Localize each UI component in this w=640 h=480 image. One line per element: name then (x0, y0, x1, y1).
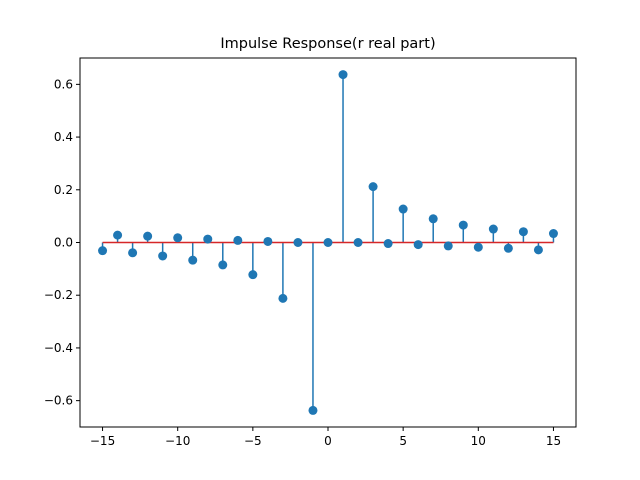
x-tick-label: −15 (90, 434, 115, 448)
stem-marker (533, 245, 543, 255)
x-tick-label: −5 (244, 434, 262, 448)
stem-marker (188, 255, 198, 265)
x-tick-label: 15 (546, 434, 561, 448)
stem-marker (503, 243, 513, 253)
stem-marker (473, 242, 483, 252)
stem-marker (458, 220, 468, 230)
stem-marker (428, 214, 438, 224)
x-axis: −15 −10 −5 0 5 10 15 (90, 427, 561, 448)
stem-marker (263, 236, 273, 246)
y-tick-label: −0.6 (44, 394, 73, 408)
stem-marker (278, 293, 288, 303)
stem-marker (308, 405, 318, 415)
stem-marker (233, 235, 243, 245)
stem-marker (443, 241, 453, 251)
stem-marker (113, 230, 123, 240)
stem-marker (338, 70, 348, 80)
x-tick-label: 5 (399, 434, 407, 448)
y-tick-label: 0.4 (54, 130, 73, 144)
stem-marker (173, 233, 183, 243)
y-tick-label: 0.6 (54, 77, 73, 91)
chart-title: Impulse Response(r real part) (220, 36, 435, 52)
y-tick-label: 0.2 (54, 183, 73, 197)
x-tick-label: 10 (471, 434, 486, 448)
stem-marker (128, 248, 138, 258)
y-axis: −0.6 −0.4 −0.2 0.0 0.2 0.4 0.6 (44, 77, 80, 408)
stem-marker (488, 224, 498, 234)
stem-marker (353, 238, 363, 247)
stem-marker (413, 240, 423, 250)
stem-marker (293, 238, 303, 247)
x-tick-label: 0 (324, 434, 332, 448)
stem-marker (203, 234, 213, 244)
y-tick-label: −0.2 (44, 288, 73, 302)
stem-marker (383, 239, 393, 249)
y-tick-label: 0.0 (54, 236, 73, 250)
stem-marker (143, 231, 153, 241)
stem-marker (368, 182, 378, 192)
stem-marker (518, 227, 528, 237)
stem-marker (398, 204, 408, 214)
stem-markers (98, 70, 558, 415)
y-tick-label: −0.4 (44, 341, 73, 355)
stem-marker (218, 260, 228, 270)
x-tick-label: −10 (165, 434, 190, 448)
stem-marker (158, 251, 168, 261)
stem-marker (98, 246, 108, 256)
stem-marker (248, 270, 258, 280)
stem-marker (548, 229, 558, 239)
stem-marker (323, 238, 333, 247)
